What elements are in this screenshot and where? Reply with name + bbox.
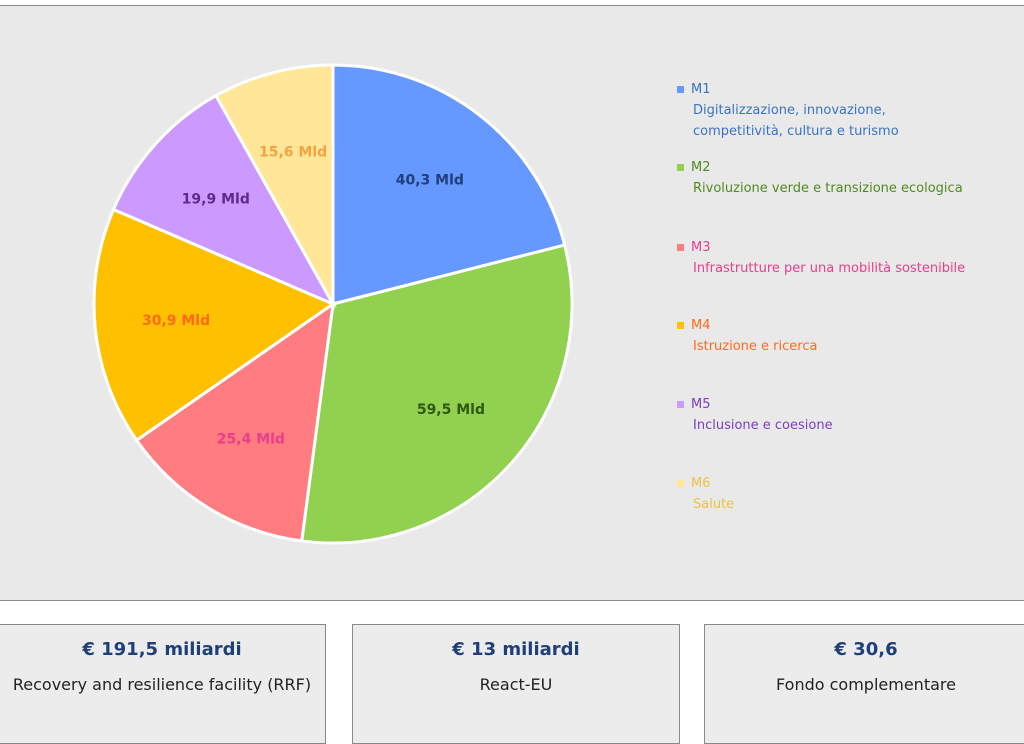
fund-label: Fondo complementare (776, 675, 956, 694)
legend-swatch (677, 401, 684, 408)
legend-swatch (677, 480, 684, 487)
slice-label-m4: 30,9 Mld (142, 313, 210, 329)
slice-label-m1: 40,3 Mld (396, 172, 464, 188)
pie-slice-m3 (134, 300, 335, 543)
legend-key: M4 (691, 318, 711, 333)
legend-key: M5 (691, 397, 711, 412)
legend-description: Rivoluzione verde e transizione ecologic… (693, 181, 963, 196)
legend-item-m4: M4 Istruzione e ricerca (677, 315, 817, 357)
slice-label-m2: 59,5 Mld (417, 402, 485, 418)
legend-item-m1: M1 Digitalizzazione, innovazione, compet… (677, 79, 933, 142)
legend-description: Digitalizzazione, innovazione, competiti… (693, 103, 899, 139)
legend-description: Istruzione e ricerca (693, 339, 818, 354)
legend-swatch (677, 164, 684, 171)
legend-item-m5: M5 Inclusione e coesione (677, 394, 833, 436)
chart-panel: 40,3 Mld 59,5 Mld 25,4 Mld 30,9 Mld 19,9 Mld… (0, 5, 1024, 601)
pie-slice-m6 (213, 63, 335, 310)
fund-amount: € 191,5 miliardi (82, 639, 242, 660)
fund-amount: € 13 miliardi (452, 639, 580, 660)
legend-description: Inclusione e coesione (693, 418, 833, 433)
slice-label-m3: 25,4 Mld (217, 432, 285, 448)
legend-key: M1 (691, 82, 711, 97)
pie-slice-m5 (111, 93, 337, 308)
pie-chart: 40,3 Mld 59,5 Mld 25,4 Mld 30,9 Mld 19,9 Mld… (92, 63, 574, 545)
legend-key: M2 (691, 160, 711, 175)
legend-swatch (677, 86, 684, 93)
slice-label-m5: 19,9 Mld (182, 191, 250, 207)
fund-label: Recovery and resilience facility (RRF) (12, 675, 312, 694)
fund-label: React-EU (479, 675, 553, 694)
slice-label-m6: 15,6 Mld (259, 144, 327, 160)
legend-description: Infrastrutture per una mobilità sostenib… (693, 261, 966, 276)
pie-slice-m4 (92, 207, 337, 443)
legend-item-m2: M2 Rivoluzione verde e transizione ecolo… (677, 157, 963, 199)
legend-swatch (677, 244, 684, 251)
legend-description: Salute (693, 497, 735, 512)
fund-box-react-eu: € 13 miliardi React-EU (352, 624, 680, 744)
legend-key: M6 (691, 476, 711, 491)
fund-box-rrf: € 191,5 miliardi Recovery and resilience… (0, 624, 326, 744)
legend-key: M3 (691, 240, 711, 255)
legend-swatch (677, 322, 684, 329)
legend-item-m6: M6 Salute (677, 473, 734, 515)
legend-item-m3: M3 Infrastrutture per una mobilità soste… (677, 237, 965, 279)
fund-box-complementare: € 30,6 Fondo complementare (704, 624, 1024, 744)
pie-slice-m1 (331, 63, 567, 306)
fund-amount: € 30,6 (834, 639, 898, 660)
pie-slice-m2 (300, 243, 574, 545)
